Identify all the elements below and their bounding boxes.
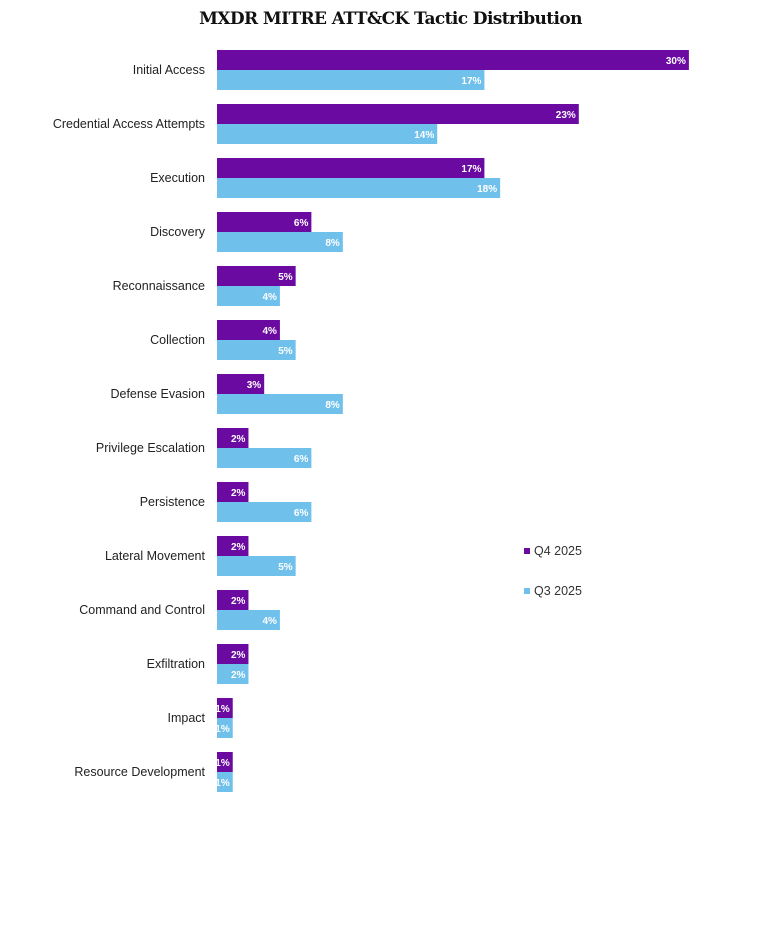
chart-title: MXDR MITRE ATT&CK Tactic Distribution <box>199 9 582 29</box>
data-label-q4-2025-execution: 17% <box>461 164 481 175</box>
bar-q3-2025-collection <box>217 340 296 360</box>
category-label-lateral-movement: Lateral Movement <box>105 549 206 563</box>
data-label-q4-2025-lateral-movement: 2% <box>231 542 246 553</box>
bar-q3-2025-reconnaissance <box>217 286 280 306</box>
bar-q3-2025-resource-development <box>217 772 233 792</box>
data-label-q4-2025-initial-access: 30% <box>666 56 686 67</box>
bar-q4-2025-privilege-escalation <box>217 428 249 448</box>
data-label-q4-2025-collection: 4% <box>262 326 277 337</box>
data-label-q4-2025-credential-access-attempts: 23% <box>556 110 576 121</box>
category-label-reconnaissance: Reconnaissance <box>113 279 205 293</box>
category-label-privilege-escalation: Privilege Escalation <box>96 441 205 455</box>
data-label-q3-2025-defense-evasion: 8% <box>325 400 340 411</box>
data-label-q4-2025-resource-development: 1% <box>215 758 230 769</box>
data-label-q4-2025-privilege-escalation: 2% <box>231 434 246 445</box>
category-label-collection: Collection <box>150 333 205 347</box>
data-label-q4-2025-defense-evasion: 3% <box>247 380 262 391</box>
category-label-credential-access-attempts: Credential Access Attempts <box>53 117 205 131</box>
data-label-q3-2025-reconnaissance: 4% <box>262 292 277 303</box>
bar-q3-2025-credential-access-attempts <box>217 124 438 144</box>
bar-q4-2025-command-and-control <box>217 590 249 610</box>
legend-item-q3: Q3 2025 <box>524 584 582 598</box>
data-label-q3-2025-privilege-escalation: 6% <box>294 454 309 465</box>
category-label-initial-access: Initial Access <box>133 63 205 77</box>
data-label-q3-2025-initial-access: 17% <box>461 76 481 87</box>
legend-swatch-q3 <box>524 588 530 594</box>
bar-q4-2025-collection <box>217 320 280 340</box>
category-label-persistence: Persistence <box>140 495 205 509</box>
bar-q3-2025-defense-evasion <box>217 394 343 414</box>
data-label-q4-2025-impact: 1% <box>215 704 230 715</box>
bar-q3-2025-discovery <box>217 232 343 252</box>
bar-q4-2025-reconnaissance <box>217 266 296 286</box>
data-label-q4-2025-reconnaissance: 5% <box>278 272 293 283</box>
bar-q3-2025-initial-access <box>217 70 485 90</box>
data-label-q3-2025-credential-access-attempts: 14% <box>414 130 434 141</box>
data-label-q3-2025-persistence: 6% <box>294 508 309 519</box>
bar-q4-2025-credential-access-attempts <box>217 104 579 124</box>
category-label-discovery: Discovery <box>150 225 206 239</box>
data-label-q3-2025-exfiltration: 2% <box>231 670 246 681</box>
bar-q3-2025-exfiltration <box>217 664 249 684</box>
legend-label-q3: Q3 2025 <box>534 584 582 598</box>
legend-item-q4: Q4 2025 <box>524 544 582 558</box>
data-label-q3-2025-execution: 18% <box>477 184 497 195</box>
category-label-command-and-control: Command and Control <box>79 603 205 617</box>
data-label-q4-2025-exfiltration: 2% <box>231 650 246 661</box>
bar-q4-2025-lateral-movement <box>217 536 249 556</box>
data-label-q4-2025-command-and-control: 2% <box>231 596 246 607</box>
category-label-impact: Impact <box>167 711 205 725</box>
category-label-defense-evasion: Defense Evasion <box>110 387 205 401</box>
bar-q4-2025-initial-access <box>217 50 689 70</box>
data-label-q4-2025-persistence: 2% <box>231 488 246 499</box>
legend-label-q4: Q4 2025 <box>534 544 582 558</box>
bar-q3-2025-execution <box>217 178 501 198</box>
category-label-execution: Execution <box>150 171 205 185</box>
bar-q4-2025-defense-evasion <box>217 374 265 394</box>
category-label-exfiltration: Exfiltration <box>147 657 205 671</box>
data-label-q3-2025-collection: 5% <box>278 346 293 357</box>
data-label-q3-2025-discovery: 8% <box>325 238 340 249</box>
bar-q4-2025-execution <box>217 158 485 178</box>
bar-q4-2025-impact <box>217 698 233 718</box>
bar-q4-2025-persistence <box>217 482 249 502</box>
bar-q3-2025-privilege-escalation <box>217 448 312 468</box>
bar-q3-2025-lateral-movement <box>217 556 296 576</box>
category-label-resource-development: Resource Development <box>74 765 205 779</box>
bar-q4-2025-discovery <box>217 212 312 232</box>
data-label-q4-2025-discovery: 6% <box>294 218 309 229</box>
data-label-q3-2025-resource-development: 1% <box>215 778 230 789</box>
bar-q3-2025-command-and-control <box>217 610 280 630</box>
data-label-q3-2025-impact: 1% <box>215 724 230 735</box>
bar-q3-2025-persistence <box>217 502 312 522</box>
legend-swatch-q4 <box>524 548 530 554</box>
data-label-q3-2025-lateral-movement: 5% <box>278 562 293 573</box>
data-label-q3-2025-command-and-control: 4% <box>262 616 277 627</box>
bar-q4-2025-exfiltration <box>217 644 249 664</box>
bar-q4-2025-resource-development <box>217 752 233 772</box>
bar-q3-2025-impact <box>217 718 233 738</box>
